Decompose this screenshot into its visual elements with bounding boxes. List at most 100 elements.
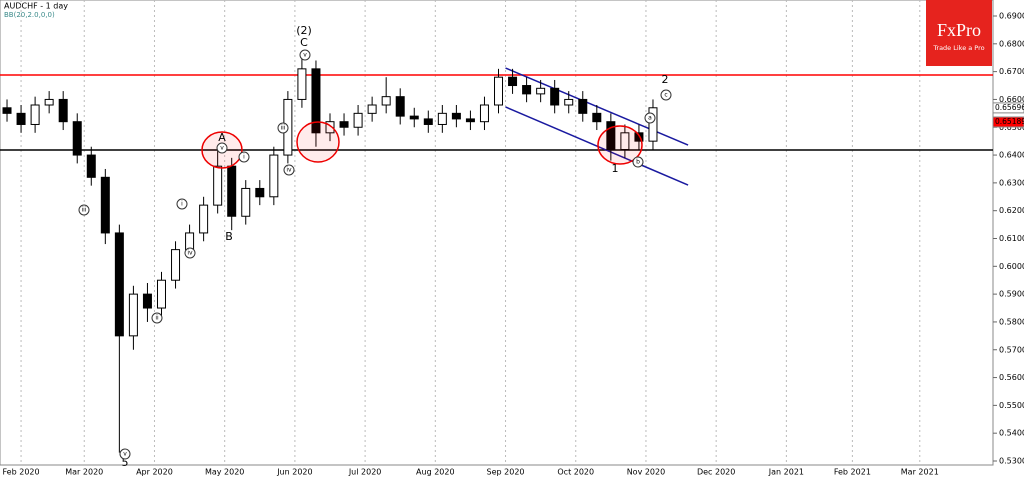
wave-label-circle (184, 247, 196, 259)
y-tick-label: 0.56000 (999, 373, 1024, 382)
candle-body (606, 121, 616, 150)
candle-body (185, 232, 195, 251)
wave-label-circled: i (181, 201, 183, 208)
logo-tagline: Trade Like a Pro (932, 44, 984, 52)
wave-label: C (300, 36, 308, 49)
wave-label-circled: v (123, 451, 127, 458)
candle-body (142, 293, 152, 309)
candle-body (114, 232, 124, 337)
candle-body (367, 104, 377, 114)
wave-label-circle (277, 122, 289, 134)
wave-label-circled: i (243, 154, 245, 161)
y-tick-label: 0.53000 (999, 457, 1024, 466)
wave-label-circle (644, 112, 656, 124)
wave-label-circled: b (636, 159, 640, 166)
y-tick-label: 0.64000 (999, 151, 1024, 160)
candle-body (72, 121, 82, 156)
x-tick-label: Mar 2020 (65, 468, 103, 477)
wave-label: B (225, 230, 233, 243)
wave-label-circle (660, 89, 672, 101)
wave-label-circle (151, 312, 163, 324)
y-tick-label: 0.62000 (999, 206, 1024, 215)
candle-body (44, 98, 54, 106)
candle-body (311, 68, 321, 134)
wave-label-circle (78, 204, 90, 216)
y-tick-label: 0.68000 (999, 39, 1024, 48)
candle-body (564, 98, 574, 106)
x-tick-label: Feb 2021 (834, 468, 871, 477)
wave-label-circle (299, 49, 311, 61)
candle-body (199, 204, 209, 234)
candle-body (451, 112, 461, 120)
y-tick-label: 0.58000 (999, 317, 1024, 326)
wave-label-circled: c (664, 92, 667, 99)
wave-label-circled: iv (286, 167, 292, 174)
y-tick-label: 0.67000 (999, 67, 1024, 76)
plot-frame (0, 0, 994, 466)
candle-body (2, 107, 12, 114)
candle-body (634, 132, 644, 142)
wave-label-circled: iii (280, 125, 285, 132)
x-tick-label: Oct 2020 (557, 468, 594, 477)
highlight-circle (296, 121, 340, 163)
y-tick-label: 0.66000 (999, 95, 1024, 104)
candle-body (437, 112, 447, 125)
x-tick-label: Dec 2020 (697, 468, 735, 477)
x-tick-label: May 2020 (205, 468, 244, 477)
candle-body (86, 154, 96, 178)
candle-body (100, 176, 110, 234)
candle-body (128, 293, 138, 337)
candle-body (550, 87, 560, 106)
wave-label-circled: a (648, 115, 652, 122)
candle-body (325, 121, 335, 134)
candle-body (269, 154, 279, 198)
wave-label: 1 (612, 162, 619, 175)
candle-body (409, 115, 419, 120)
candle-body (620, 132, 630, 150)
y-tick-label: 0.55000 (999, 401, 1024, 410)
wave-label-circled: iii (81, 207, 86, 214)
y-tick-label: 0.63000 (999, 178, 1024, 187)
x-tick-label: Nov 2020 (627, 468, 666, 477)
candle-body (171, 249, 181, 281)
x-tick-label: Feb 2020 (3, 468, 40, 477)
wave-label-circled: iv (187, 250, 193, 257)
candle-body (465, 118, 475, 123)
wave-label: (2) (296, 24, 312, 37)
candle-body (30, 104, 40, 125)
candle-body (156, 279, 166, 309)
indicator-label: BB(20,2.0,0,0) (4, 11, 55, 19)
y-tick-label: 0.54000 (999, 429, 1024, 438)
wave-label-circle (632, 156, 644, 168)
candle-body (58, 98, 68, 123)
price-tag-label: 0.65189 (995, 117, 1024, 126)
candle-body (578, 98, 588, 114)
candle-body (227, 165, 237, 217)
candle-body (353, 112, 363, 128)
candle-body (508, 76, 518, 87)
wave-label-circle (238, 151, 250, 163)
price-tag (992, 116, 1024, 128)
candle-body (494, 76, 504, 106)
candle-body (255, 187, 265, 198)
candle-body (241, 187, 251, 217)
wave-label-circle (283, 164, 295, 176)
logo-box (926, 0, 992, 66)
wave-label-circled: v (303, 52, 307, 59)
price-tag-label: 0.65696 (995, 103, 1024, 112)
y-tick-label: 0.69000 (999, 12, 1024, 21)
wave-label: A (218, 131, 226, 144)
candle-body (339, 121, 349, 128)
wave-label-circled: v (220, 145, 224, 152)
y-tick-label: 0.61000 (999, 234, 1024, 243)
x-tick-label: Mar 2021 (901, 468, 939, 477)
logo: FxPro (937, 20, 981, 40)
x-tick-label: Sep 2020 (487, 468, 525, 477)
y-tick-label: 0.59000 (999, 290, 1024, 299)
wave-label: 2 (662, 73, 669, 86)
candle-body (536, 87, 546, 95)
x-tick-label: Jan 2021 (768, 468, 804, 477)
wave-label: 5 (122, 456, 129, 469)
candle-body (479, 104, 489, 123)
